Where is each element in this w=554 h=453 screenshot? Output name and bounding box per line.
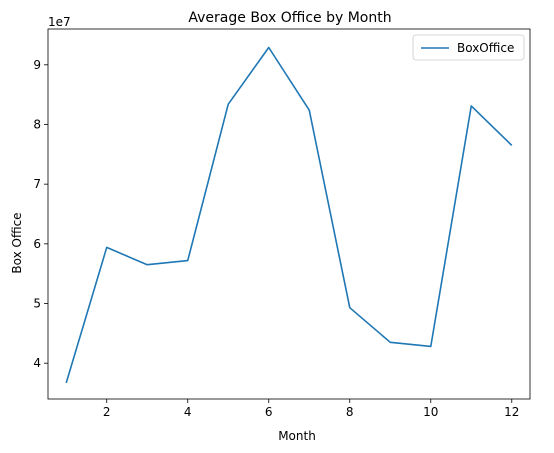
y-tick-label: 5 (33, 297, 41, 311)
y-axis-offset-label: 1e7 (48, 15, 71, 29)
legend-label: BoxOffice (457, 41, 514, 55)
y-tick-label: 8 (33, 117, 41, 131)
axes-frame (47, 28, 531, 400)
y-tick-label: 7 (33, 177, 41, 191)
y-tick-label: 6 (33, 237, 41, 251)
x-tick-label: 6 (265, 405, 273, 419)
plot-area: 2 4 6 8 10 12 4 5 6 7 8 9 BoxOffice (33, 28, 531, 419)
y-tick-label: 4 (33, 356, 41, 370)
x-axis-label: Month (278, 429, 316, 443)
x-tick-label: 2 (103, 405, 111, 419)
series-line-boxoffice (65, 46, 513, 384)
x-tick-label: 4 (184, 405, 192, 419)
x-tick-label: 8 (346, 405, 354, 419)
chart-title: Average Box Office by Month (188, 10, 391, 26)
legend-box (412, 34, 525, 61)
y-axis-label: Box Office (10, 212, 24, 273)
x-tick-label: 12 (504, 405, 519, 419)
x-tick-label: 10 (423, 405, 438, 419)
y-tick-label: 9 (33, 58, 41, 72)
